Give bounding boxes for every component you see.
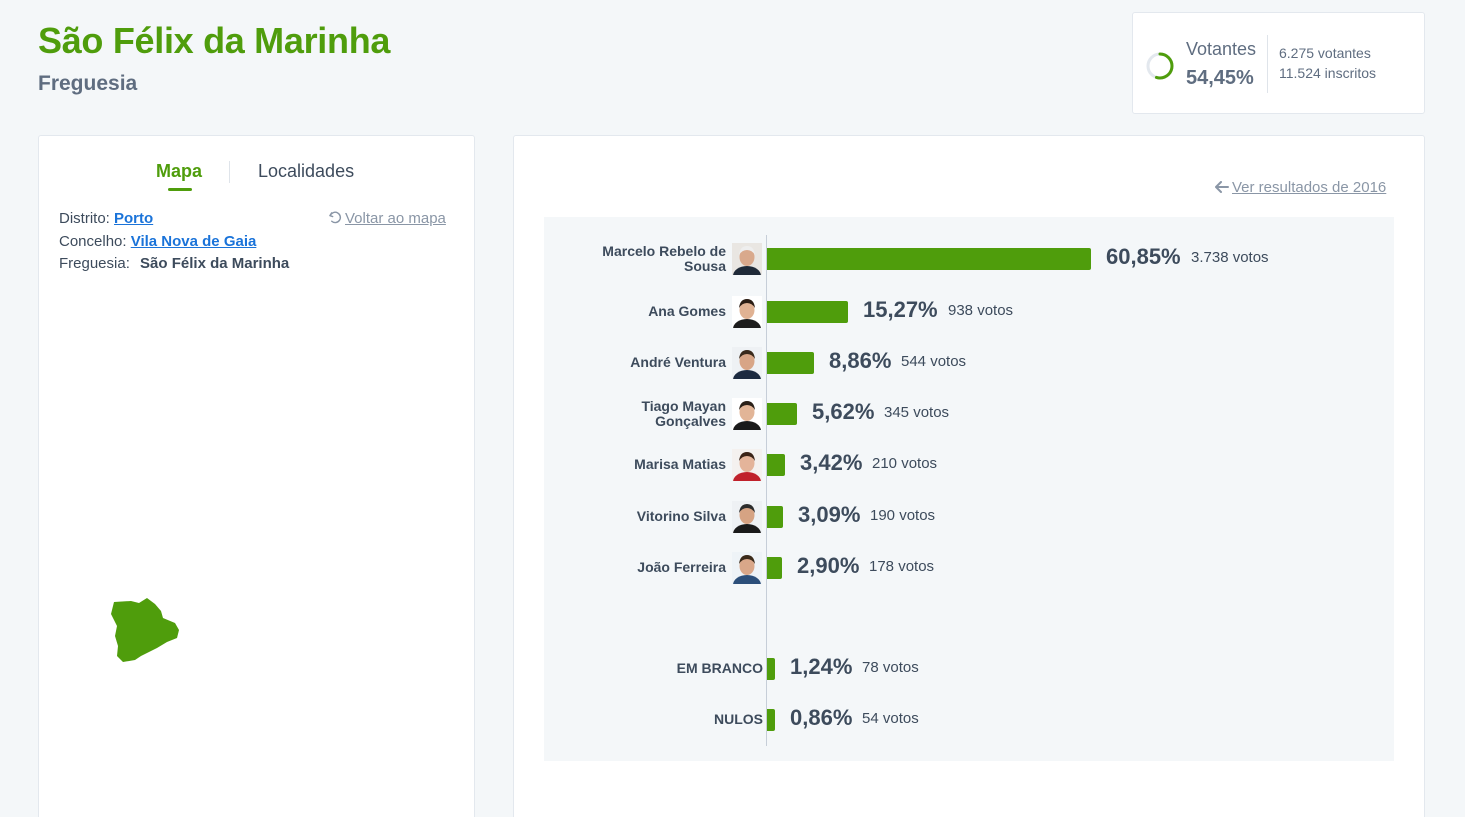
distrito-line: Distrito: Porto xyxy=(59,210,153,227)
candidate-name: João Ferreira xyxy=(637,559,726,575)
result-percent: 0,86% xyxy=(790,705,853,730)
result-votes: 938 votos xyxy=(948,302,1014,319)
candidate-name: André Ventura xyxy=(630,354,726,370)
concelho-link[interactable]: Vila Nova de Gaia xyxy=(130,233,257,250)
candidate-photo-icon xyxy=(732,552,762,584)
result-bar xyxy=(767,301,848,323)
back-to-map-link[interactable]: Voltar ao mapa xyxy=(328,210,446,227)
concelho-line: Concelho: Vila Nova de Gaia xyxy=(59,233,256,250)
result-row-em-branco: EM BRANCO 1,24% 78 votos xyxy=(544,647,1394,691)
back-to-map-label: Voltar ao mapa xyxy=(345,210,446,227)
concelho-label: Concelho: xyxy=(59,233,127,250)
result-percent: 2,90% xyxy=(797,553,860,578)
result-votes: 3.738 votos xyxy=(1191,249,1269,266)
result-percent: 15,27% xyxy=(863,297,938,322)
freguesia-value: São Félix da Marinha xyxy=(140,255,290,272)
result-bar xyxy=(767,709,775,731)
result-votes: 178 votos xyxy=(869,558,935,575)
result-bar xyxy=(767,557,782,579)
tab-active-indicator xyxy=(168,188,192,191)
result-bar xyxy=(767,248,1091,270)
candidate-name: Tiago Mayan Gonçalves xyxy=(641,398,726,429)
results-panel: Ver resultados de 2016 Marcelo Rebelo de… xyxy=(513,135,1425,817)
arrow-left-icon xyxy=(1215,181,1229,193)
result-votes: 210 votos xyxy=(872,455,938,472)
candidate-name: Marcelo Rebelo de Sousa xyxy=(602,243,726,274)
distrito-link[interactable]: Porto xyxy=(114,210,154,227)
turnout-card: Votantes 54,45% 6.275 votantes 11.524 in… xyxy=(1132,12,1425,114)
result-votes: 544 votos xyxy=(901,353,967,370)
result-row-tiago-mayan-goncalves: Tiago Mayan Gonçalves 5,62% 345 votos xyxy=(544,392,1394,436)
result-percent: 3,42% xyxy=(800,450,863,475)
result-percent: 5,62% xyxy=(812,399,875,424)
result-percent: 60,85% xyxy=(1106,244,1181,269)
result-row-ana-gomes: Ana Gomes 15,27% 938 votos xyxy=(544,290,1394,334)
candidate-photo-icon xyxy=(732,449,762,481)
result-bar xyxy=(767,352,814,374)
turnout-voters: 6.275 votantes xyxy=(1279,45,1371,61)
chart-axis-line xyxy=(766,235,767,746)
candidate-name: EM BRANCO xyxy=(676,660,763,676)
parish-map-shape[interactable] xyxy=(109,598,184,664)
result-votes: 190 votos xyxy=(870,507,936,524)
candidate-name: Vitorino Silva xyxy=(636,508,726,524)
candidate-name: NULOS xyxy=(714,711,763,727)
freguesia-label: Freguesia: xyxy=(59,255,130,272)
result-percent: 3,09% xyxy=(798,502,861,527)
turnout-percent: 54,45% xyxy=(1186,67,1254,89)
undo-icon xyxy=(329,211,342,224)
result-bar xyxy=(767,658,775,680)
result-bar xyxy=(767,403,797,425)
page-title: São Félix da Marinha xyxy=(38,20,391,61)
candidate-name: Marisa Matias xyxy=(634,456,726,472)
results-bar-chart: Marcelo Rebelo de Sousa 60,85% 3.738 votos… xyxy=(544,217,1394,761)
result-row-marisa-matias: Marisa Matias 3,42% 210 votos xyxy=(544,443,1394,487)
turnout-divider xyxy=(1267,35,1268,93)
candidate-photo-icon xyxy=(732,296,762,328)
previous-results-link[interactable]: Ver resultados de 2016 xyxy=(1215,179,1386,196)
result-row-andre-ventura: André Ventura 8,86% 544 votos xyxy=(544,341,1394,385)
candidate-photo-icon xyxy=(732,398,762,430)
previous-results-label: Ver resultados de 2016 xyxy=(1232,179,1387,196)
result-percent: 8,86% xyxy=(829,348,892,373)
turnout-label: Votantes xyxy=(1186,39,1257,59)
tab-mapa[interactable]: Mapa xyxy=(156,161,203,181)
result-percent: 1,24% xyxy=(790,654,853,679)
result-row-nulos: NULOS 0,86% 54 votos xyxy=(544,698,1394,742)
result-votes: 54 votos xyxy=(862,710,919,727)
result-bar xyxy=(767,506,783,528)
tab-localidades[interactable]: Localidades xyxy=(258,161,355,181)
candidate-name: Ana Gomes xyxy=(648,303,726,319)
page-subtitle: Freguesia xyxy=(38,72,138,95)
result-row-joao-ferreira: João Ferreira 2,90% 178 votos xyxy=(544,546,1394,590)
candidate-photo-icon xyxy=(732,501,762,533)
result-votes: 78 votos xyxy=(862,659,919,676)
distrito-label: Distrito: xyxy=(59,210,110,227)
turnout-registered: 11.524 inscritos xyxy=(1279,65,1377,81)
result-row-vitorino-silva: Vitorino Silva 3,09% 190 votos xyxy=(544,495,1394,539)
turnout-progress-ring xyxy=(1146,52,1174,80)
result-bar xyxy=(767,454,785,476)
map-panel: Mapa Localidades Distrito: Porto Concelh… xyxy=(38,135,475,817)
tab-divider xyxy=(229,161,230,183)
result-votes: 345 votos xyxy=(884,404,950,421)
candidate-photo-icon xyxy=(732,243,762,275)
freguesia-line: Freguesia: São Félix da Marinha xyxy=(59,255,289,272)
result-row-marcelo-rebelo-de-sousa: Marcelo Rebelo de Sousa 60,85% 3.738 votos xyxy=(544,237,1394,281)
candidate-photo-icon xyxy=(732,347,762,379)
